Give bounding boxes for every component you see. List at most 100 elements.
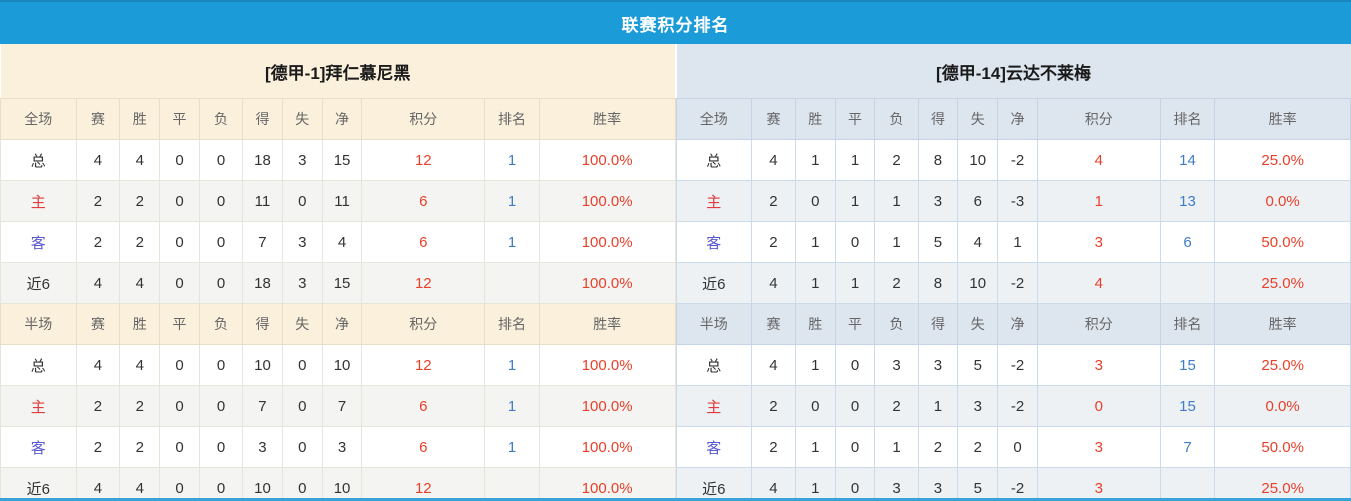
stat-column-header: 胜率 [538,98,676,140]
stat-column-header: 负 [198,303,244,345]
stat-cell: -2 [997,385,1038,427]
stat-cell: 1 [874,426,919,468]
stat-column-header: 积分 [361,98,486,140]
stat-cell: 0 [159,180,200,222]
stat-column-header: 积分 [361,303,486,345]
stat-cell: 0 [281,426,323,468]
stat-column-header: 失 [957,98,999,140]
rank-cell: 6 [1159,221,1216,263]
stat-cell: 1 [794,221,836,263]
points-cell: 3 [1036,344,1161,386]
stat-cell: 6 [957,180,999,222]
stat-column-header: 排名 [1159,303,1216,345]
stat-cell: 1 [794,426,836,468]
stat-column-header: 净 [321,303,363,345]
win-rate-cell: 25.0% [1214,467,1351,498]
stat-cell: 5 [917,221,959,263]
stat-cell: 8 [917,262,959,304]
row-label: 总 [675,139,753,181]
stat-column-header: 失 [281,303,323,345]
stat-cell: 3 [917,344,959,386]
stat-cell: 2 [119,180,161,222]
stat-cell: 0 [198,221,244,263]
stat-column-header: 排名 [1159,98,1216,140]
points-cell: 6 [361,426,486,468]
stat-cell: -2 [997,139,1038,181]
stat-cell: 4 [119,262,161,304]
stats-row: 客 2 1 0 1 2 2 0 3 7 50.0% [675,426,1351,468]
points-cell: 6 [361,385,486,427]
stats-row: 总 4 1 1 2 8 10 -2 4 14 25.0% [675,139,1351,181]
stat-cell: 2 [917,426,959,468]
stat-column-header: 得 [242,98,283,140]
rank-cell [484,467,540,498]
win-rate-cell: 0.0% [1214,385,1351,427]
stat-cell: 4 [75,344,121,386]
win-rate-cell: 100.0% [538,180,676,222]
points-cell: 6 [361,180,486,222]
row-label: 总 [0,344,77,386]
stat-cell: 4 [321,221,363,263]
stat-cell: -2 [997,262,1038,304]
win-rate-cell: 100.0% [538,344,676,386]
stat-cell: 2 [75,385,121,427]
rank-cell: 1 [484,426,540,468]
stat-cell: 0 [834,344,876,386]
win-rate-cell: 25.0% [1214,262,1351,304]
stats-row: 近6 4 4 0 0 18 3 15 12 100.0% [0,262,676,304]
rank-cell: 15 [1159,344,1216,386]
stat-column-header: 赛 [751,303,796,345]
stat-cell: 0 [794,180,836,222]
stat-cell: 15 [321,262,363,304]
stat-cell: 2 [957,426,999,468]
stat-cell: 0 [794,385,836,427]
row-label: 近6 [0,262,77,304]
stat-cell: 10 [957,139,999,181]
rank-cell: 1 [484,180,540,222]
stats-row: 主 2 2 0 0 11 0 11 6 1 100.0% [0,180,676,222]
stats-row: 主 2 0 1 1 3 6 -3 1 13 0.0% [675,180,1351,222]
stats-row: 总 4 4 0 0 10 0 10 12 1 100.0% [0,344,676,386]
stat-cell: 4 [75,139,121,181]
rank-cell: 7 [1159,426,1216,468]
stat-cell: 2 [751,385,796,427]
stat-cell: 1 [794,262,836,304]
stats-row: 近6 4 1 0 3 3 5 -2 3 25.0% [675,467,1351,498]
stat-cell: 4 [119,344,161,386]
stat-column-header: 赛 [75,303,121,345]
rank-cell [1159,262,1216,304]
stat-cell: 0 [834,221,876,263]
stat-cell: 0 [198,467,244,498]
stat-cell: 2 [751,180,796,222]
team-table: [德甲-14]云达不莱梅 全场赛胜平负得失净积分 排名 胜率总 4 1 1 2 8 10 -2 4 14… [675,44,1351,498]
section-label: 全场 [675,98,753,140]
stat-cell: 3 [321,426,363,468]
stat-cell: 3 [281,139,323,181]
stat-column-header: 胜率 [1214,98,1351,140]
stat-cell: 2 [119,426,161,468]
stat-cell: 0 [159,221,200,263]
stat-cell: 1 [834,180,876,222]
stat-cell: 0 [281,385,323,427]
stat-cell: 4 [75,467,121,498]
rank-cell: 13 [1159,180,1216,222]
stat-column-header: 排名 [484,98,540,140]
stat-cell: 4 [75,262,121,304]
stat-cell: 2 [751,426,796,468]
rank-cell: 1 [484,139,540,181]
stat-cell: 1 [794,467,836,498]
stat-column-header: 胜 [794,303,836,345]
stat-cell: 3 [281,262,323,304]
points-cell: 12 [361,262,486,304]
stat-column-header: 得 [917,303,959,345]
stat-cell: 0 [198,344,244,386]
stat-cell: 1 [794,139,836,181]
stat-cell: 5 [957,344,999,386]
row-label: 主 [675,180,753,222]
win-rate-cell: 0.0% [1214,180,1351,222]
stat-cell: 1 [917,385,959,427]
stat-cell: 0 [198,426,244,468]
stats-row: 近6 4 1 1 2 8 10 -2 4 25.0% [675,262,1351,304]
win-rate-cell: 100.0% [538,221,676,263]
